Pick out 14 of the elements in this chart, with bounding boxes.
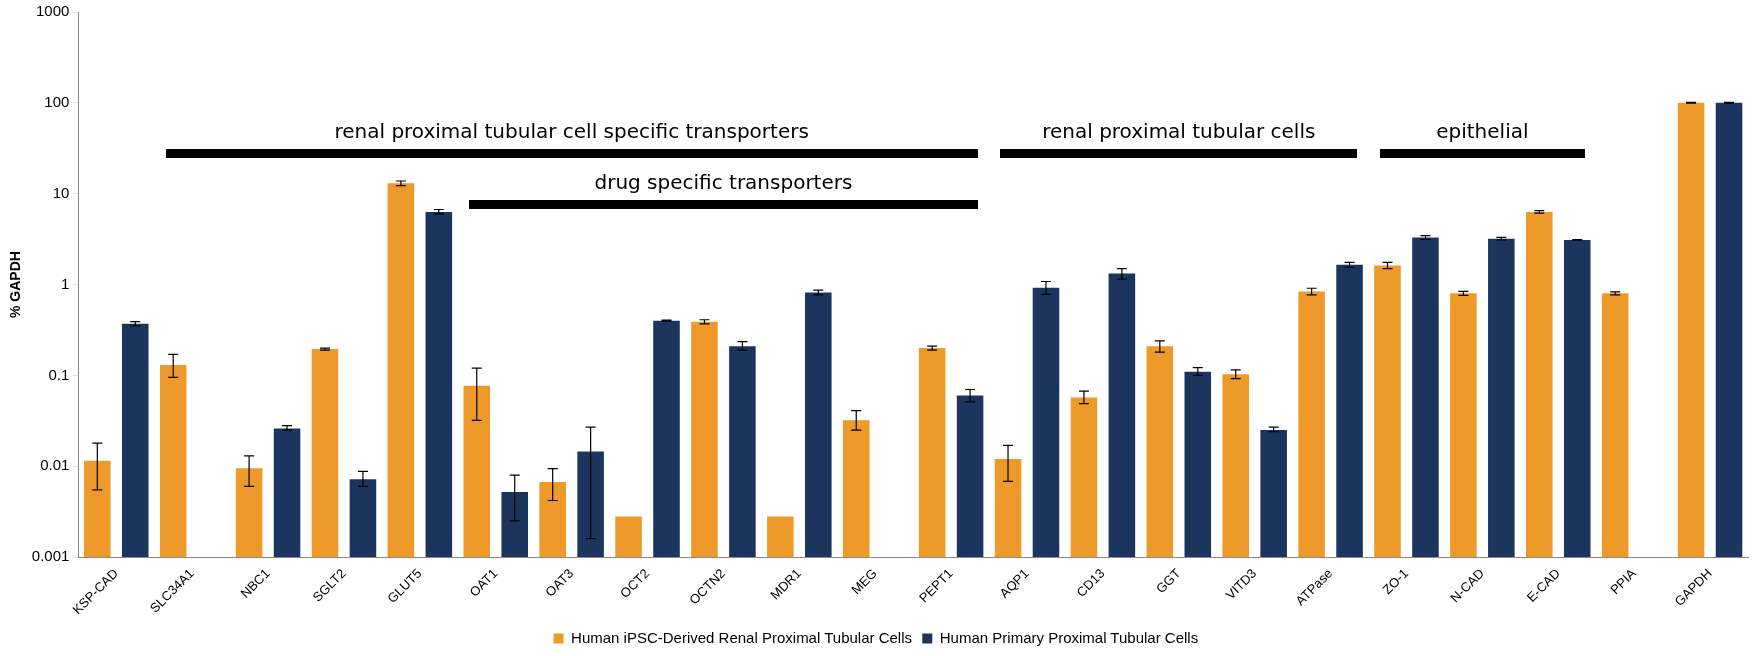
- annotation: epithelial: [1436, 119, 1529, 144]
- y-tick-label: 1: [60, 274, 70, 292]
- legend-label: Human iPSC-Derived Renal Proximal Tubular Cells: [571, 628, 913, 646]
- y-tick-label: 0.001: [31, 547, 70, 565]
- annotation: drug specific transporters: [594, 169, 853, 194]
- annotation: renal proximal tubular cells: [1042, 119, 1316, 144]
- y-tick-label: 0.01: [40, 456, 70, 474]
- y-tick-label: 100: [44, 92, 70, 110]
- legend-label: Human Primary Proximal Tubular Cells: [939, 628, 1199, 646]
- y-tick-label: 1000: [35, 2, 70, 20]
- y-tick-label: 10: [52, 183, 70, 201]
- y-axis-title: % GAPDH: [7, 251, 24, 319]
- y-tick-label: 0.1: [48, 365, 70, 383]
- annotation: renal proximal tubular cell specific transporters: [334, 119, 809, 144]
